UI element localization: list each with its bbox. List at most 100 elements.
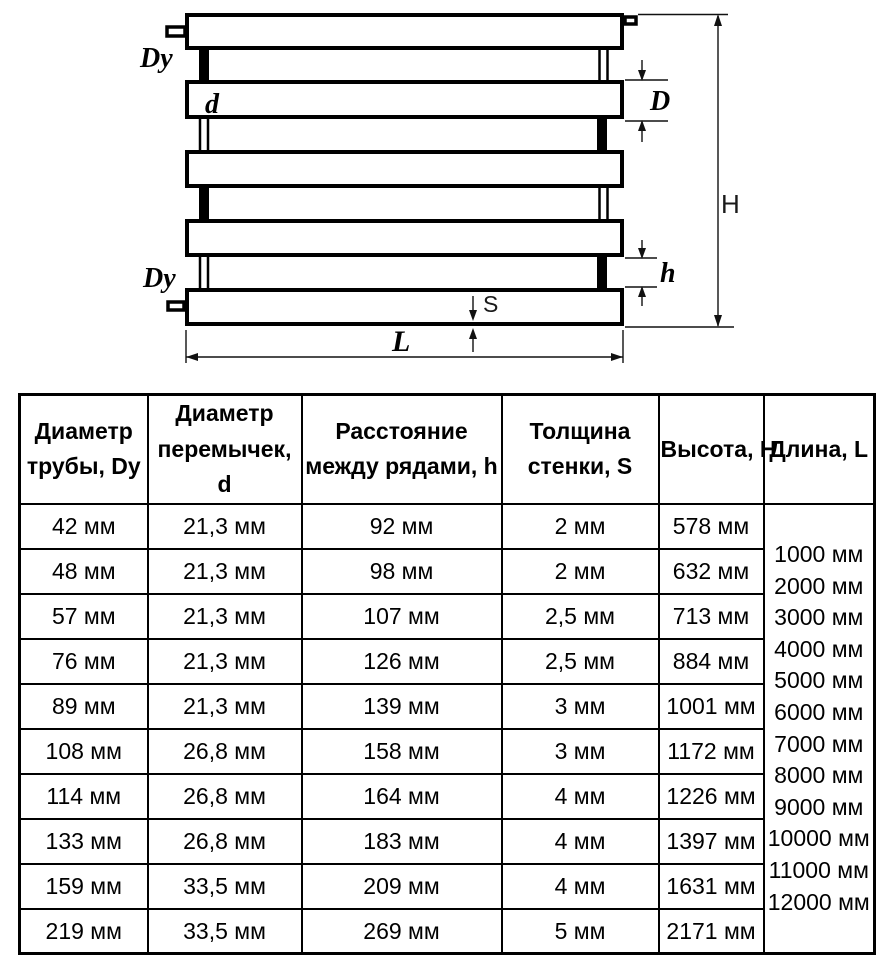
cell-jumper-diameter: 26,8 мм [146, 772, 303, 820]
label-d: d [205, 89, 220, 120]
nozzle-top-right [623, 15, 638, 26]
cell-wall-thickness: 4 мм [500, 862, 660, 910]
cell-pipe-diameter: 108 мм [18, 727, 149, 775]
cell-jumper-diameter: 21,3 мм [146, 547, 303, 595]
dim-D [625, 60, 668, 142]
cell-wall-thickness: 2,5 мм [500, 637, 660, 685]
cell-row-spacing: 98 мм [300, 547, 503, 595]
cell-pipe-diameter: 89 мм [18, 682, 149, 730]
table-row: 114 мм 26,8 мм 164 мм 4 мм 1226 мм [18, 772, 875, 820]
register-diagram: D h H S [139, 13, 740, 363]
header-wall-thickness: Толщина стенки, S [500, 393, 660, 505]
length-merged-cell: 1000 мм 2000 мм 3000 мм 4000 мм 5000 мм 6000 … [762, 502, 876, 955]
label-h: h [660, 258, 676, 289]
cell-wall-thickness: 4 мм [500, 817, 660, 865]
length-item: 5000 мм [774, 667, 864, 694]
cell-jumper-diameter: 21,3 мм [146, 592, 303, 640]
cell-row-spacing: 92 мм [300, 502, 503, 550]
spec-table-body: 42 мм 21,3 мм 92 мм 2 мм 578 мм 1000 мм 2000 м… [18, 502, 876, 955]
cell-wall-thickness: 2 мм [500, 547, 660, 595]
cell-jumper-diameter: 26,8 мм [146, 727, 303, 775]
cell-wall-thickness: 3 мм [500, 727, 660, 775]
label-dy-bottom: Dy [142, 263, 176, 294]
cell-row-spacing: 158 мм [300, 727, 503, 775]
length-item: 7000 мм [774, 730, 864, 757]
length-item: 9000 мм [774, 793, 864, 820]
table-row: 219 мм 33,5 мм 269 мм 5 мм 2171 мм [18, 907, 875, 955]
cell-pipe-diameter: 48 мм [18, 547, 149, 595]
cell-jumper-diameter: 21,3 мм [146, 682, 303, 730]
table-row: 48 мм 21,3 мм 98 мм 2 мм 632 мм [18, 547, 875, 595]
length-item: 10000 мм [767, 825, 870, 852]
cell-pipe-diameter: 114 мм [18, 772, 149, 820]
cell-wall-thickness: 2 мм [500, 502, 660, 550]
cell-jumper-diameter: 33,5 мм [146, 907, 303, 955]
cell-pipe-diameter: 133 мм [18, 817, 149, 865]
length-item: 8000 мм [774, 762, 864, 789]
cell-pipe-diameter: 76 мм [18, 637, 149, 685]
nozzle-bottom-left [166, 300, 186, 312]
pipe-end-caps [198, 49, 609, 289]
pipe-row-4 [185, 219, 624, 257]
cell-jumper-diameter: 21,3 мм [146, 637, 303, 685]
cell-height: 1001 мм [657, 682, 765, 730]
table-row: 89 мм 21,3 мм 139 мм 3 мм 1001 мм [18, 682, 875, 730]
cell-jumper-diameter: 21,3 мм [146, 502, 303, 550]
table-row: 108 мм 26,8 мм 158 мм 3 мм 1172 мм [18, 727, 875, 775]
cell-height: 2171 мм [657, 907, 765, 955]
length-item: 4000 мм [774, 635, 864, 662]
cell-jumper-diameter: 26,8 мм [146, 817, 303, 865]
label-L: L [391, 325, 410, 358]
jumper-gap3-left [199, 184, 209, 223]
pipe-row-5 [185, 288, 624, 326]
cell-wall-thickness: 4 мм [500, 772, 660, 820]
nozzle-top-left [165, 25, 187, 38]
label-D: D [649, 86, 670, 117]
length-item: 1000 мм [774, 541, 864, 568]
pipe-row-1 [185, 13, 624, 50]
dim-H [625, 13, 734, 328]
table-row: 159 мм 33,5 мм 209 мм 4 мм 1631 мм [18, 862, 875, 910]
cell-row-spacing: 164 мм [300, 772, 503, 820]
label-dy-top: Dy [139, 43, 173, 74]
cell-height: 713 мм [657, 592, 765, 640]
table-row: 57 мм 21,3 мм 107 мм 2,5 мм 713 мм [18, 592, 875, 640]
pipe-row-3 [185, 150, 624, 188]
table-row: 76 мм 21,3 мм 126 мм 2,5 мм 884 мм [18, 637, 875, 685]
cell-height: 1172 мм [657, 727, 765, 775]
jumper-gap2-right [597, 115, 607, 154]
cell-height: 884 мм [657, 637, 765, 685]
header-length: Длина, L [762, 393, 876, 505]
cell-pipe-diameter: 159 мм [18, 862, 149, 910]
length-item: 6000 мм [774, 699, 864, 726]
length-item: 3000 мм [774, 604, 864, 631]
length-item: 11000 мм [768, 857, 869, 884]
cell-wall-thickness: 2,5 мм [500, 592, 660, 640]
header-pipe-diameter: Диаметр трубы, Dy [18, 393, 149, 505]
cell-row-spacing: 269 мм [300, 907, 503, 955]
cell-height: 1631 мм [657, 862, 765, 910]
cell-pipe-diameter: 57 мм [18, 592, 149, 640]
cell-height: 632 мм [657, 547, 765, 595]
header-jumper-diameter: Диаметр перемычек, d [146, 393, 303, 505]
cell-row-spacing: 209 мм [300, 862, 503, 910]
header-row: Диаметр трубы, Dy Диаметр перемычек, d Р… [18, 393, 876, 505]
cell-row-spacing: 139 мм [300, 682, 503, 730]
header-row-spacing: Расстояние между рядами, h [300, 393, 503, 505]
cell-row-spacing: 126 мм [300, 637, 503, 685]
dim-S [469, 296, 477, 352]
spec-table: Диаметр трубы, Dy Диаметр перемычек, d Р… [18, 393, 876, 956]
dim-h [625, 240, 657, 306]
cell-row-spacing: 183 мм [300, 817, 503, 865]
jumper-gap4-right [597, 253, 607, 292]
dim-L [185, 330, 624, 363]
cell-height: 1397 мм [657, 817, 765, 865]
jumper-gap1-left [199, 47, 209, 84]
cell-jumper-diameter: 33,5 мм [146, 862, 303, 910]
length-item: 12000 мм [767, 888, 870, 915]
cell-height: 1226 мм [657, 772, 765, 820]
label-S: S [483, 291, 498, 317]
cell-wall-thickness: 3 мм [500, 682, 660, 730]
label-H: H [721, 189, 740, 219]
table-row: 133 мм 26,8 мм 183 мм 4 мм 1397 мм [18, 817, 875, 865]
